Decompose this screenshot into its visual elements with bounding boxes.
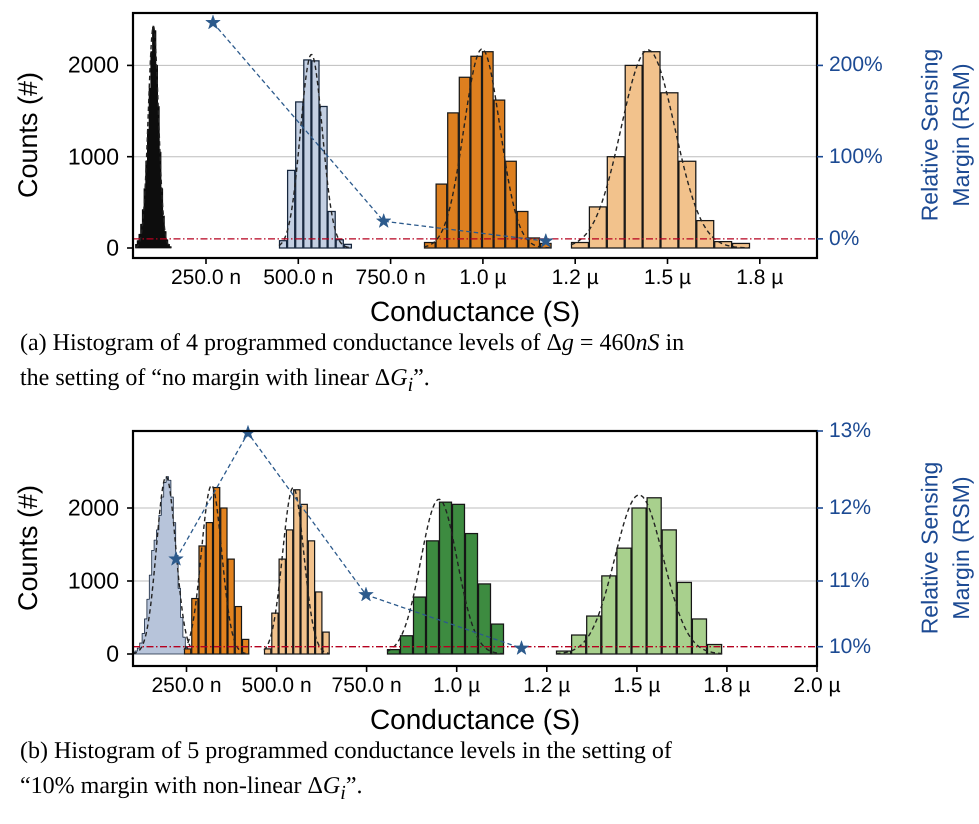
svg-text:Margin (RSM): Margin (RSM) [948, 63, 974, 206]
svg-text:Relative Sensing: Relative Sensing [916, 49, 942, 222]
svg-text:Counts (#): Counts (#) [13, 72, 43, 198]
svg-text:Relative Sensing: Relative Sensing [916, 462, 942, 635]
svg-text:Counts (#): Counts (#) [13, 485, 43, 611]
svg-text:Margin (RSM): Margin (RSM) [948, 476, 974, 619]
